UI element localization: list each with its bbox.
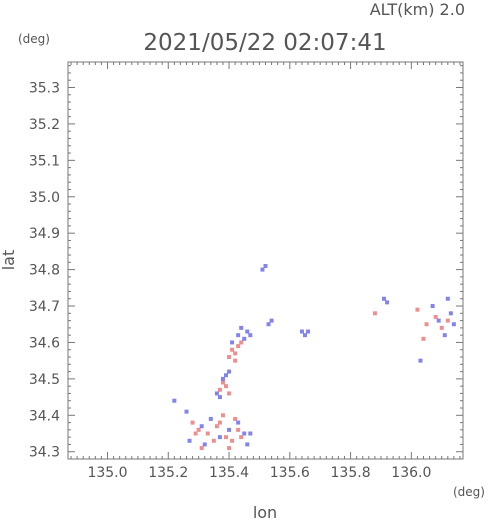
data-point bbox=[236, 344, 241, 349]
data-point bbox=[248, 431, 253, 436]
data-point bbox=[199, 424, 204, 429]
x-tick-label: 135.2 bbox=[148, 465, 188, 481]
data-point bbox=[220, 380, 225, 385]
y-tick-label: 35.2 bbox=[29, 117, 60, 133]
data-point bbox=[263, 263, 268, 268]
data-point bbox=[430, 304, 435, 309]
y-tick-label: 35.3 bbox=[29, 80, 60, 96]
data-point bbox=[214, 424, 219, 429]
data-point bbox=[236, 333, 241, 338]
data-point bbox=[385, 300, 390, 305]
tick-group: 135.0 135.2 135.4 135.6 135.8 136.0 34.3 34.4 34… bbox=[29, 62, 463, 481]
data-point bbox=[260, 267, 265, 272]
data-point bbox=[303, 333, 307, 338]
plot-area bbox=[67, 61, 464, 460]
y-tick-label: 35.0 bbox=[29, 190, 60, 206]
data-point bbox=[239, 340, 244, 345]
data-point bbox=[372, 311, 377, 316]
data-point bbox=[184, 409, 189, 414]
data-point bbox=[239, 435, 244, 440]
data-point bbox=[227, 391, 232, 396]
data-point bbox=[299, 329, 304, 334]
data-point bbox=[245, 329, 250, 334]
data-point bbox=[211, 438, 216, 443]
data-point bbox=[220, 376, 225, 381]
altitude-label: ALT(km) 2.0 bbox=[370, 0, 465, 19]
x-unit-label: (deg) bbox=[453, 485, 485, 499]
data-point bbox=[451, 322, 456, 327]
data-point bbox=[214, 391, 219, 396]
x-axis-title: lon bbox=[253, 503, 277, 521]
timestamp-title: 2021/05/22 02:07:41 bbox=[143, 30, 386, 56]
data-point bbox=[242, 336, 247, 341]
y-tick-label: 34.7 bbox=[29, 299, 60, 315]
data-point bbox=[242, 431, 247, 436]
data-point bbox=[245, 442, 250, 447]
data-point bbox=[217, 387, 222, 392]
data-point bbox=[233, 416, 238, 421]
data-point bbox=[448, 311, 453, 316]
data-point bbox=[306, 329, 311, 334]
data-point bbox=[224, 373, 228, 378]
x-tick-label: 135.4 bbox=[209, 465, 249, 481]
data-point bbox=[224, 384, 228, 389]
data-point bbox=[193, 431, 198, 436]
data-point bbox=[224, 435, 228, 440]
x-tick-label: 136.0 bbox=[391, 465, 431, 481]
data-point bbox=[199, 446, 204, 451]
data-point bbox=[230, 340, 235, 345]
data-point bbox=[227, 355, 232, 360]
data-point bbox=[208, 416, 213, 421]
y-tick-label: 34.6 bbox=[29, 335, 60, 351]
data-point bbox=[233, 351, 238, 356]
data-point bbox=[227, 446, 232, 451]
data-points bbox=[172, 263, 456, 451]
data-point bbox=[418, 358, 423, 363]
data-point bbox=[382, 296, 386, 301]
data-point bbox=[239, 325, 244, 330]
data-point bbox=[436, 318, 441, 323]
y-tick-label: 34.9 bbox=[29, 226, 60, 242]
data-point bbox=[217, 435, 222, 440]
data-point bbox=[445, 318, 450, 323]
data-point bbox=[415, 307, 420, 312]
data-point bbox=[233, 358, 238, 363]
data-point bbox=[217, 395, 222, 400]
data-point bbox=[205, 431, 210, 436]
x-tick-label: 135.6 bbox=[270, 465, 310, 481]
data-point bbox=[190, 420, 195, 425]
data-point bbox=[236, 420, 241, 425]
data-point bbox=[217, 420, 222, 425]
data-point bbox=[433, 314, 438, 319]
data-point bbox=[196, 427, 201, 432]
y-tick-label: 34.4 bbox=[29, 408, 60, 424]
data-point bbox=[230, 438, 235, 443]
data-point bbox=[172, 398, 177, 403]
data-point bbox=[445, 296, 450, 301]
x-tick-label: 135.0 bbox=[87, 465, 127, 481]
y-tick-label: 34.5 bbox=[29, 372, 60, 388]
x-tick-label: 135.8 bbox=[331, 465, 371, 481]
data-point bbox=[248, 333, 253, 338]
data-point bbox=[227, 369, 232, 374]
y-tick-label: 34.8 bbox=[29, 263, 60, 279]
y-tick-label: 35.1 bbox=[29, 153, 60, 169]
data-point bbox=[230, 347, 235, 352]
data-point bbox=[220, 413, 225, 418]
data-point bbox=[424, 322, 429, 327]
y-tick-label: 34.3 bbox=[29, 445, 60, 461]
data-point bbox=[442, 333, 447, 338]
data-point bbox=[269, 318, 274, 323]
data-point bbox=[202, 442, 207, 447]
y-unit-label: (deg) bbox=[18, 32, 50, 46]
data-point bbox=[187, 438, 192, 443]
data-point bbox=[421, 336, 426, 341]
data-point bbox=[227, 427, 232, 432]
y-axis-title: lat bbox=[0, 250, 18, 271]
data-point bbox=[236, 427, 241, 432]
data-point bbox=[439, 325, 444, 330]
data-point bbox=[266, 322, 271, 327]
